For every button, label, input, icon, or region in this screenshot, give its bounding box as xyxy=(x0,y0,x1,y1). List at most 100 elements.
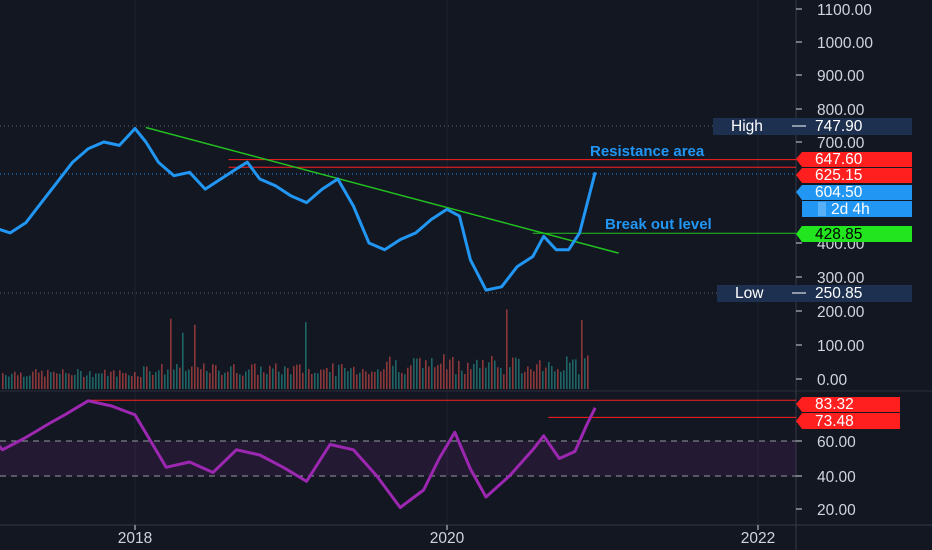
volume-bar xyxy=(500,367,502,389)
volume-bar xyxy=(425,360,427,389)
volume-bar xyxy=(347,371,349,389)
volume-bar xyxy=(260,366,262,389)
volume-bar xyxy=(266,373,268,389)
volume-bar xyxy=(236,373,238,389)
volume-bar xyxy=(311,373,313,389)
resistance-badge-lower-value: 625.15 xyxy=(815,167,862,184)
volume-bar xyxy=(233,364,235,389)
time-axis[interactable]: 2018 2020 2022 xyxy=(118,525,775,547)
volume-bar xyxy=(509,367,511,389)
volume-bars xyxy=(2,309,589,389)
volume-bar xyxy=(539,360,541,389)
volume-bar xyxy=(191,366,193,389)
time-axis-label: 2022 xyxy=(741,530,775,547)
volume-bar xyxy=(470,369,472,389)
volume-bar xyxy=(524,371,526,389)
volume-bar xyxy=(212,364,214,389)
volume-bar xyxy=(98,373,100,389)
volume-bar xyxy=(440,363,442,389)
volume-bar xyxy=(431,357,433,389)
resistance-area-label: Resistance area xyxy=(590,143,705,160)
volume-bar xyxy=(536,364,538,389)
volume-bar xyxy=(239,374,241,389)
volume-bar xyxy=(164,374,166,389)
volume-bar xyxy=(206,370,208,389)
volume-bar xyxy=(203,363,205,389)
volume-bar xyxy=(452,357,454,389)
volume-bar xyxy=(482,359,484,389)
volume-bar xyxy=(269,365,271,389)
countdown-badge: 2d 4h xyxy=(802,201,912,218)
high-badge-label: High xyxy=(731,118,763,135)
volume-bar xyxy=(290,374,292,389)
volume-bar xyxy=(428,366,430,389)
volume-bar xyxy=(263,372,265,389)
volume-bar xyxy=(407,367,409,389)
volume-bar xyxy=(2,373,4,389)
resistance-badge-upper-value: 647.60 xyxy=(815,151,863,168)
volume-bar xyxy=(74,374,76,389)
volume-bar xyxy=(245,371,247,389)
volume-bar xyxy=(569,362,571,389)
rsi-band-fill xyxy=(0,441,796,476)
volume-bar xyxy=(578,374,580,389)
volume-bar xyxy=(251,364,253,389)
volume-bar xyxy=(476,359,478,389)
volume-bar xyxy=(515,357,517,389)
volume-bar xyxy=(413,358,415,389)
volume-bar xyxy=(20,372,22,389)
timeframe-countdown: 2d 4h xyxy=(831,201,870,218)
volume-bar xyxy=(455,374,457,389)
volume-bar xyxy=(194,324,196,389)
volume-bar xyxy=(341,364,343,389)
volume-bar xyxy=(110,371,112,389)
rsi-axis-label: 20.00 xyxy=(817,502,856,519)
volume-bar xyxy=(17,375,19,389)
volume-bar xyxy=(326,367,328,389)
volume-bar xyxy=(449,359,451,389)
descending-trendline[interactable] xyxy=(145,126,619,254)
low-badge: Low 250.85 xyxy=(717,285,912,302)
volume-bar xyxy=(557,369,559,389)
volume-bar xyxy=(71,375,73,389)
volume-bar xyxy=(137,376,139,389)
volume-bar xyxy=(257,374,259,389)
volume-bar xyxy=(179,367,181,389)
volume-bar xyxy=(215,365,217,389)
rsi-badge-lower: 73.48 xyxy=(796,413,900,430)
volume-bar xyxy=(371,371,373,389)
volume-bar xyxy=(125,373,127,389)
volume-bar xyxy=(197,367,199,389)
volume-bar xyxy=(146,366,148,389)
volume-bar xyxy=(584,358,586,389)
volume-bar xyxy=(86,375,88,389)
volume-bar xyxy=(176,364,178,389)
volume-bar xyxy=(32,371,34,389)
price-axis-label: 1100.00 xyxy=(817,2,872,19)
volume-bar xyxy=(221,374,223,389)
volume-bar xyxy=(299,364,301,389)
volume-bar xyxy=(488,362,490,389)
volume-bar xyxy=(95,373,97,389)
volume-bar xyxy=(26,376,28,389)
rsi-axis-label: 60.00 xyxy=(817,434,856,451)
volume-bar xyxy=(572,359,574,389)
volume-bar xyxy=(542,371,544,389)
volume-bar xyxy=(323,369,325,389)
volume-bar xyxy=(140,377,142,389)
high-badge-value: 747.90 xyxy=(815,118,863,135)
volume-bar xyxy=(383,369,385,389)
volume-bar xyxy=(230,366,232,389)
volume-bar xyxy=(275,363,277,389)
volume-bar xyxy=(56,373,58,389)
volume-bar xyxy=(143,366,145,389)
volume-axis-label: 100.00 xyxy=(817,338,865,355)
last-price-value: 604.50 xyxy=(815,184,863,201)
volume-bar xyxy=(458,360,460,389)
volume-bar xyxy=(404,374,406,389)
volume-bar xyxy=(467,362,469,389)
volume-bar xyxy=(101,373,103,389)
volume-bar xyxy=(410,365,412,389)
time-axis-label: 2018 xyxy=(118,530,152,547)
